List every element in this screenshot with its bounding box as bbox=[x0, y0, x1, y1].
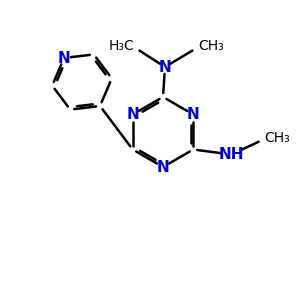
Text: NH: NH bbox=[219, 147, 244, 162]
Text: CH₃: CH₃ bbox=[198, 39, 224, 53]
Text: N: N bbox=[159, 59, 171, 74]
Text: N: N bbox=[58, 50, 70, 65]
Text: H₃C: H₃C bbox=[108, 39, 134, 53]
Text: N: N bbox=[187, 107, 200, 122]
Text: N: N bbox=[126, 107, 139, 122]
Text: N: N bbox=[157, 160, 169, 175]
Text: CH₃: CH₃ bbox=[264, 131, 290, 146]
